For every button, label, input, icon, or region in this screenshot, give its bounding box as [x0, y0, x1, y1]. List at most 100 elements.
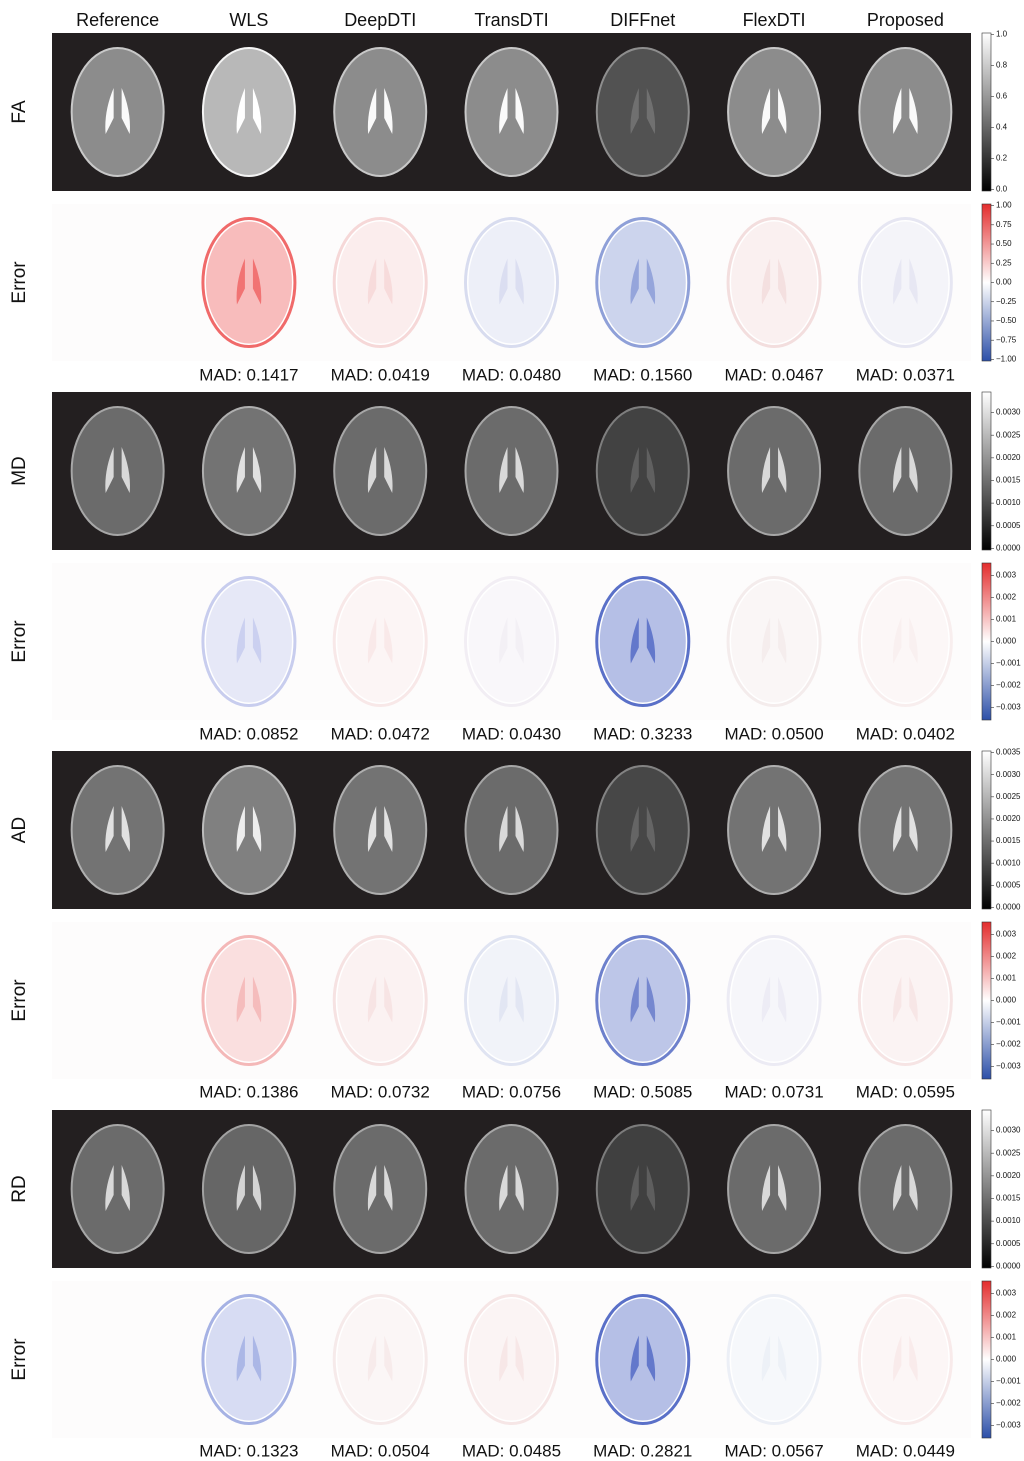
error-brain-fill — [469, 1299, 555, 1421]
error-brain-fill — [731, 581, 817, 703]
colorbar — [982, 392, 991, 550]
colorbar — [982, 751, 991, 909]
colorbar-tick-label: 0.0020 — [996, 814, 1021, 823]
brain — [859, 1125, 951, 1253]
error-brain-fill — [600, 1299, 686, 1421]
colorbar-tick-label: 0.0005 — [996, 880, 1021, 889]
mad-value: MAD: 0.1386 — [199, 1082, 298, 1101]
colorbar-tick-label: 0.25 — [996, 258, 1012, 267]
row-label: RD — [9, 1175, 30, 1202]
error-brain-fill — [862, 222, 948, 344]
column-header: Proposed — [867, 10, 944, 30]
column-header: Reference — [76, 10, 159, 30]
colorbar-tick-label: 0.0025 — [996, 430, 1021, 439]
brain — [203, 766, 295, 894]
colorbar — [982, 33, 991, 191]
colorbar — [982, 1281, 991, 1438]
brain — [72, 407, 164, 535]
colorbar-tick-label: −0.001 — [996, 1377, 1021, 1386]
mad-value: MAD: 0.0430 — [462, 724, 561, 743]
error-brain-fill — [862, 940, 948, 1062]
brain — [728, 407, 820, 535]
error-brain-fill — [206, 222, 292, 344]
colorbar-tick-label: 0.003 — [996, 930, 1017, 939]
colorbar-tick-label: 0.0020 — [996, 1171, 1021, 1180]
mad-value: MAD: 0.2821 — [593, 1441, 692, 1460]
colorbar-tick-label: 0.8 — [996, 61, 1008, 70]
brain — [466, 1125, 558, 1253]
column-header: TransDTI — [474, 10, 548, 30]
brain — [334, 407, 426, 535]
colorbar-tick-label: 0.003 — [996, 1289, 1017, 1298]
error-brain-fill — [862, 581, 948, 703]
error-brain-fill — [731, 940, 817, 1062]
brain — [597, 1125, 689, 1253]
row-label: Error — [9, 261, 30, 304]
mad-value: MAD: 0.0756 — [462, 1082, 561, 1101]
colorbar-tick-label: 0.002 — [996, 593, 1017, 602]
mad-value: MAD: 0.0485 — [462, 1441, 561, 1460]
mad-value: MAD: 0.0472 — [331, 724, 430, 743]
colorbar — [982, 922, 991, 1079]
colorbar-tick-label: 0.0035 — [996, 748, 1021, 757]
mad-value: MAD: 0.0567 — [724, 1441, 823, 1460]
error-brain-fill — [600, 222, 686, 344]
column-header: DeepDTI — [344, 10, 416, 30]
row-label: Error — [9, 979, 30, 1022]
row-label: MD — [9, 456, 30, 486]
colorbar — [982, 563, 991, 720]
colorbar — [982, 1110, 991, 1268]
mad-value: MAD: 0.3233 — [593, 724, 692, 743]
colorbar-tick-label: −0.25 — [996, 297, 1017, 306]
mad-value: MAD: 0.1323 — [199, 1441, 298, 1460]
colorbar-tick-label: −0.003 — [996, 1421, 1021, 1430]
colorbar-tick-label: 0.0015 — [996, 836, 1021, 845]
colorbar-tick-label: 0.0010 — [996, 858, 1021, 867]
brain — [597, 48, 689, 176]
brain — [203, 48, 295, 176]
error-brain-fill — [600, 940, 686, 1062]
brain — [72, 48, 164, 176]
mad-value: MAD: 0.1417 — [199, 365, 298, 384]
mad-value: MAD: 0.0419 — [331, 365, 430, 384]
colorbar-tick-label: −0.003 — [996, 1062, 1021, 1071]
error-brain-fill — [206, 581, 292, 703]
brain — [466, 407, 558, 535]
mad-value: MAD: 0.0732 — [331, 1082, 430, 1101]
mad-value: MAD: 0.1560 — [593, 365, 692, 384]
mad-value: MAD: 0.0371 — [856, 365, 955, 384]
colorbar-tick-label: 0.0030 — [996, 1126, 1021, 1135]
brain — [466, 48, 558, 176]
error-brain-fill — [469, 222, 555, 344]
brain — [334, 48, 426, 176]
colorbar — [982, 204, 991, 361]
brain — [728, 766, 820, 894]
row-label: Error — [9, 620, 30, 663]
mad-value: MAD: 0.0467 — [724, 365, 823, 384]
brain — [334, 766, 426, 894]
brain — [597, 407, 689, 535]
error-brain-fill — [731, 1299, 817, 1421]
error-brain-fill — [731, 222, 817, 344]
colorbar-tick-label: 0.000 — [996, 1355, 1017, 1364]
brain — [334, 1125, 426, 1253]
column-header: WLS — [229, 10, 268, 30]
colorbar-tick-label: 0.75 — [996, 220, 1012, 229]
colorbar-tick-label: 0.0000 — [996, 1262, 1021, 1271]
colorbar-tick-label: 0.0030 — [996, 408, 1021, 417]
brain — [203, 407, 295, 535]
error-brain-fill — [337, 222, 423, 344]
mad-value: MAD: 0.0595 — [856, 1082, 955, 1101]
brain — [728, 48, 820, 176]
error-brain-fill — [862, 1299, 948, 1421]
colorbar-tick-label: 0.0010 — [996, 1216, 1021, 1225]
error-brain-fill — [206, 1299, 292, 1421]
brain — [728, 1125, 820, 1253]
column-header: FlexDTI — [743, 10, 806, 30]
brain — [72, 1125, 164, 1253]
mad-value: MAD: 0.0504 — [331, 1441, 430, 1460]
colorbar-tick-label: −0.50 — [996, 316, 1017, 325]
page: ReferenceWLSDeepDTITransDTIDIFFnetFlexDT… — [0, 0, 1024, 1461]
colorbar-tick-label: 0.001 — [996, 615, 1017, 624]
colorbar-tick-label: 0.0020 — [996, 453, 1021, 462]
